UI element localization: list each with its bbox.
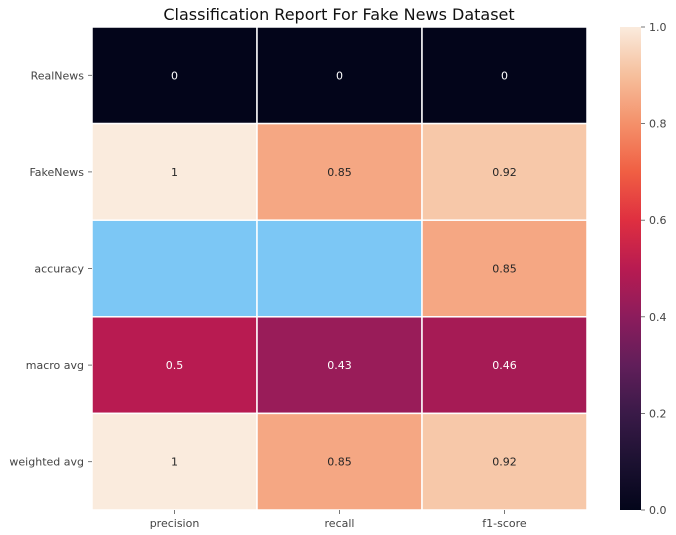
column-label: precision (150, 517, 200, 530)
cell-value-label: 0.92 (492, 166, 517, 179)
colorbar-tick-label: 0.6 (649, 214, 667, 227)
column-label: recall (325, 517, 355, 530)
cell-value-label: 0.92 (492, 456, 517, 469)
cell-value-label: 0.5 (166, 359, 184, 372)
cell-value-label: 0.43 (327, 359, 352, 372)
heatmap-cell (256, 412, 423, 511)
heatmap-cell (421, 122, 588, 221)
cell-value-label: 0.46 (492, 359, 517, 372)
cell-value-label: 0 (171, 69, 178, 82)
row-label: FakeNews (29, 166, 84, 179)
colorbar-tick-label: 0.4 (649, 311, 667, 324)
colorbar-tick-label: 0.8 (649, 118, 667, 131)
cell-value-label: 1 (171, 166, 178, 179)
heatmap-cell (256, 26, 423, 125)
heatmap-cell (91, 26, 258, 125)
cell-value-label: 0 (501, 69, 508, 82)
colorbar-ticks: 0.0 0.2 0.4 0.6 0.8 1.0 (641, 21, 667, 517)
cell-value-label: 1 (171, 456, 178, 469)
cell-value-label: 0.85 (327, 456, 352, 469)
heatmap-cell (91, 316, 258, 415)
cell-value-label: 0.85 (492, 263, 517, 276)
heatmap-cell (256, 122, 423, 221)
heatmap-cell (421, 316, 588, 415)
heatmap-cell (421, 412, 588, 511)
row-labels: RealNews FakeNews accuracy macro avg weighte… (9, 69, 92, 469)
heatmap-cell (91, 219, 258, 318)
colorbar (620, 27, 641, 510)
heatmap-cells (91, 26, 588, 511)
cell-value-label: 0 (336, 69, 343, 82)
colorbar-tick-label: 0.0 (649, 504, 667, 517)
heatmap-cell-labels: 0 0 0 1 0.85 0.92 0.85 0.5 0.43 0.46 1 0.85 0.92 (166, 69, 517, 468)
column-labels: precision recall f1-score (150, 510, 527, 530)
row-label: accuracy (34, 263, 84, 276)
row-label: weighted avg (9, 456, 84, 469)
row-label: macro avg (26, 359, 84, 372)
cell-value-label: 0.85 (327, 166, 352, 179)
row-label: RealNews (31, 69, 85, 82)
heatmap-cell (91, 122, 258, 221)
heatmap-cell (421, 26, 588, 125)
colorbar-tick-label: 1.0 (649, 21, 667, 34)
chart-title: Classification Report For Fake News Data… (163, 5, 514, 24)
column-label: f1-score (482, 517, 527, 530)
colorbar-tick-label: 0.2 (649, 407, 667, 420)
heatmap-cell (91, 412, 258, 511)
heatmap-cell (256, 219, 423, 318)
